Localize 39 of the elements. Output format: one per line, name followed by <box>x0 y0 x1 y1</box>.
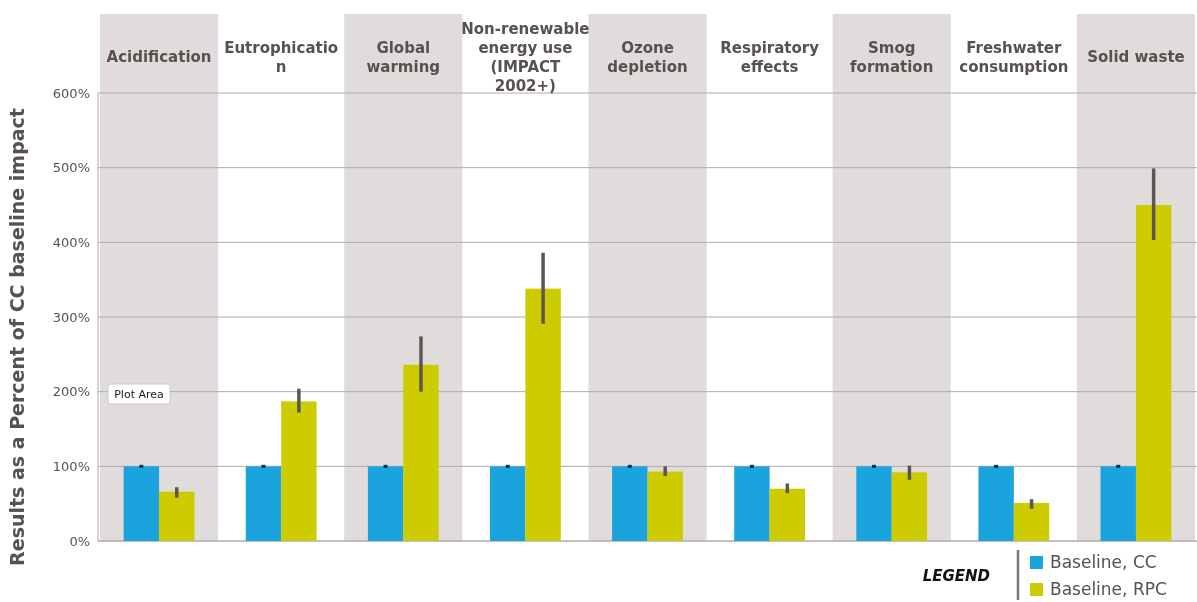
y-tick-label: 600% <box>52 85 90 101</box>
bar <box>856 466 892 541</box>
annotation: Plot Area <box>114 387 164 401</box>
bar <box>769 488 806 541</box>
bar <box>159 491 195 541</box>
bar <box>612 466 648 541</box>
y-tick-label: 300% <box>52 309 90 325</box>
x-tick-label: Non-renewable energy use (IMPACT 2002+) <box>461 19 590 95</box>
bar <box>525 288 561 541</box>
x-tick-label: Global warming <box>366 38 441 76</box>
bar <box>367 466 404 541</box>
bar <box>281 401 317 541</box>
y-tick-label: 500% <box>52 160 90 176</box>
y-axis-title: Results as a Percent of CC baseline impact <box>6 108 28 566</box>
y-tick-label: 200% <box>52 384 90 400</box>
bar <box>647 471 683 541</box>
y-tick-label: 100% <box>52 458 90 474</box>
x-tick-label: Smog formation <box>850 38 934 76</box>
x-tick-label: Respiratory effects <box>720 38 820 76</box>
bar <box>734 466 770 541</box>
x-tick-label: Ozone depletion <box>607 38 688 76</box>
bar <box>978 466 1014 541</box>
y-tick-label: 400% <box>52 234 90 250</box>
bar <box>1100 466 1136 541</box>
x-tick-label: Freshwater consumption <box>959 38 1069 76</box>
x-tick-label: Solid waste <box>1087 48 1185 66</box>
bar <box>489 466 526 541</box>
y-tick-label: 0% <box>69 533 90 549</box>
legend-title: LEGEND <box>922 567 990 585</box>
legend-label: Baseline, CC <box>1050 551 1157 572</box>
x-tick-label: Acidification <box>106 48 212 66</box>
bar <box>1013 502 1050 541</box>
legend-label: Baseline, RPC <box>1050 578 1167 599</box>
bar <box>245 466 282 541</box>
bar <box>403 364 439 541</box>
bar <box>123 466 160 541</box>
x-tick-label: Eutrophication <box>224 38 339 76</box>
bar <box>1135 205 1172 541</box>
bar <box>891 472 928 541</box>
